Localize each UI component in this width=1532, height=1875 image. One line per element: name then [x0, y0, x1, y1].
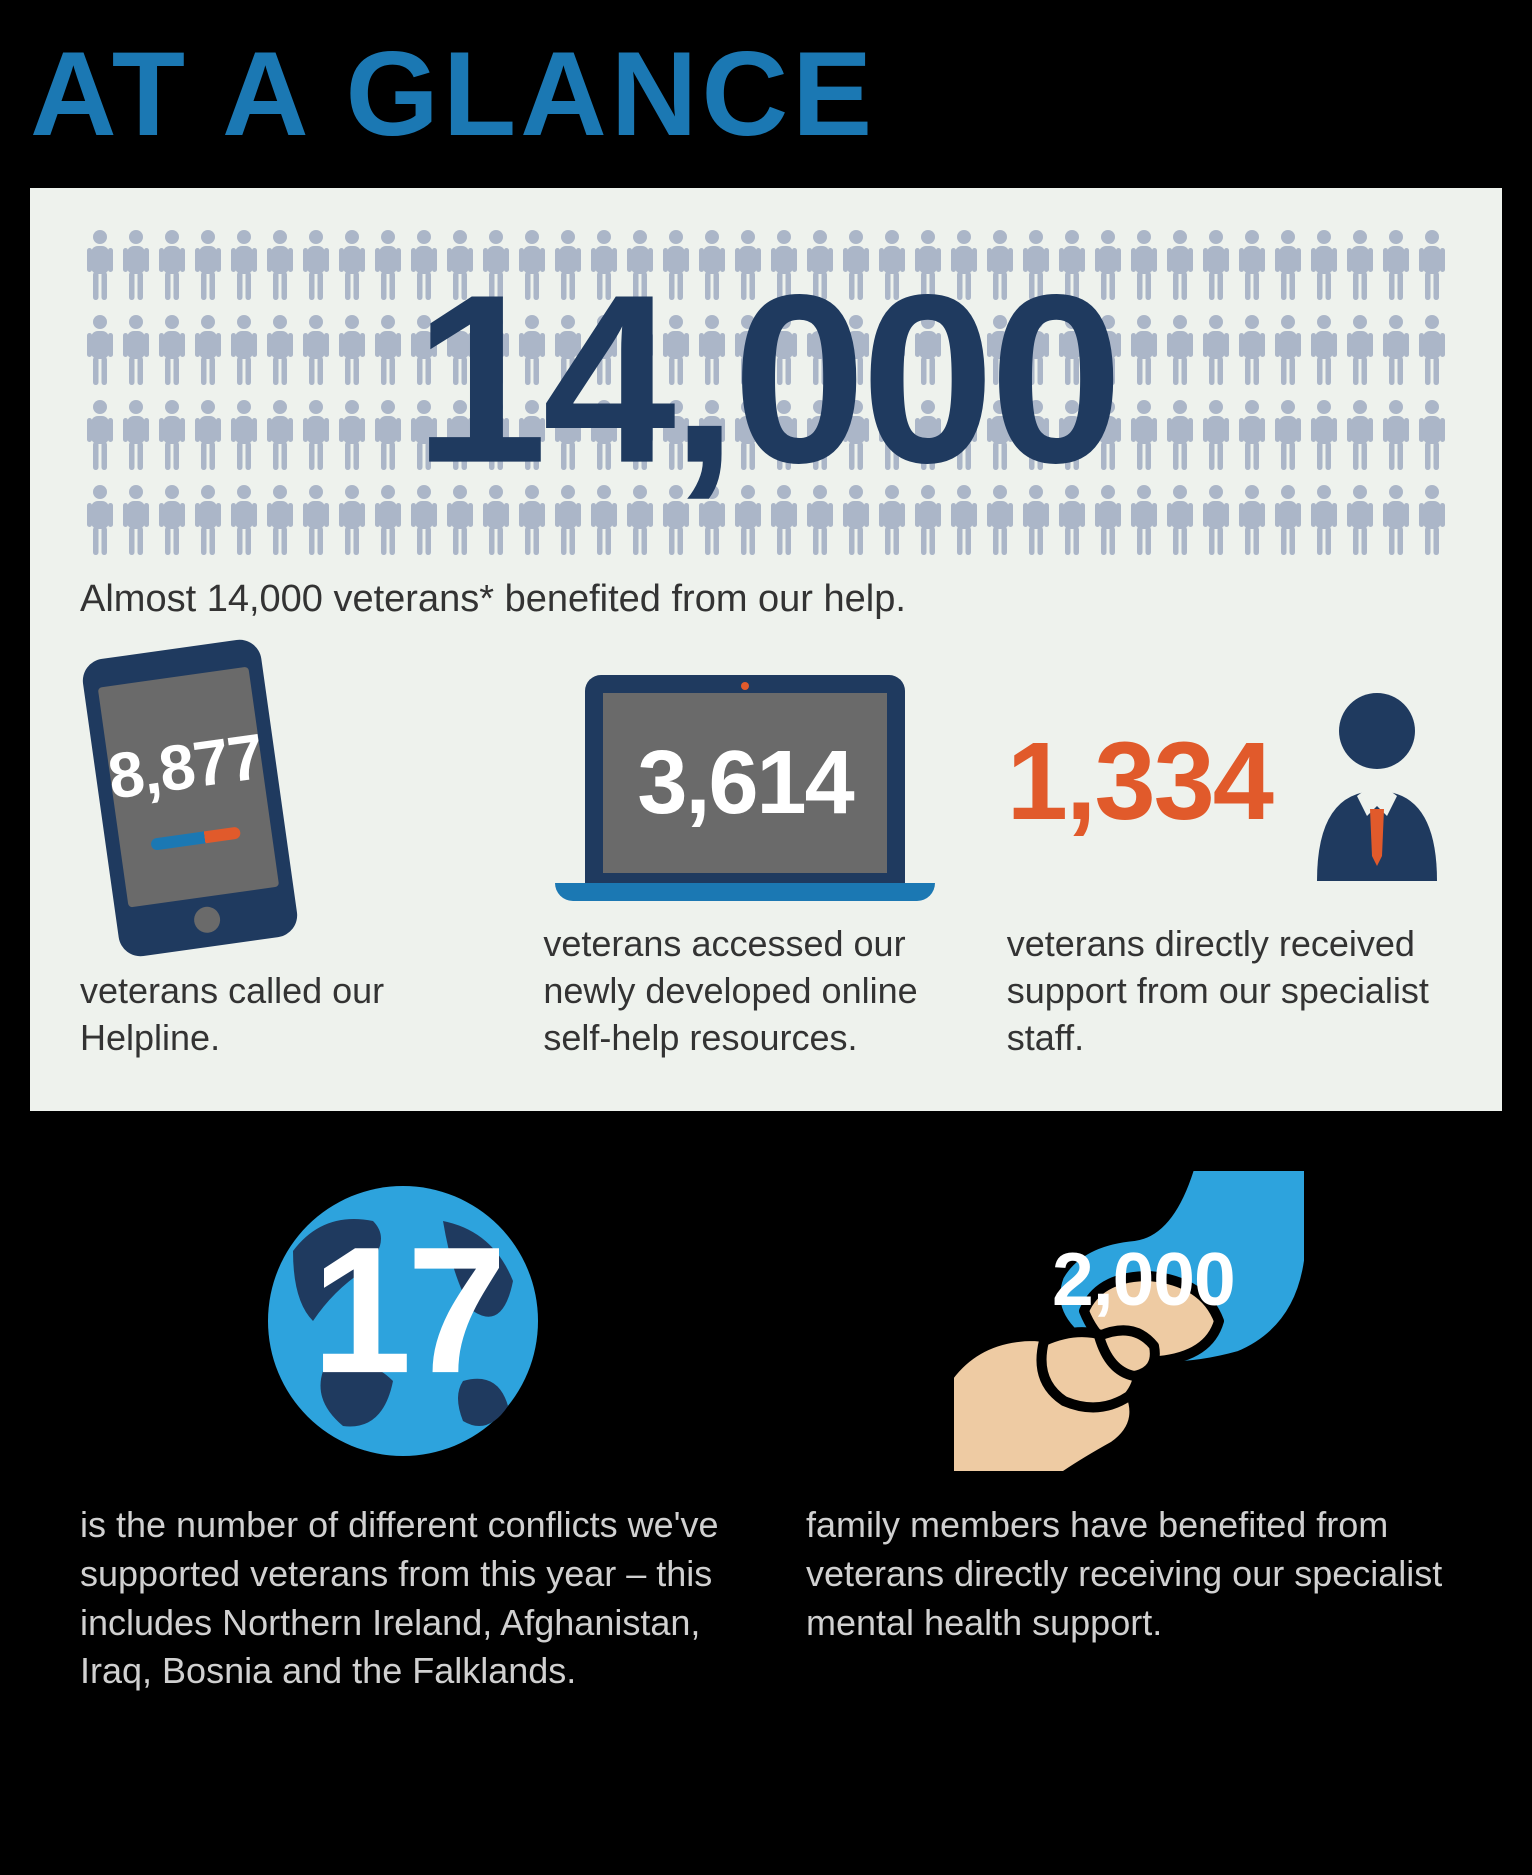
stat-specialist: 1,334 veterans directly received support…	[1007, 661, 1452, 1061]
stat-text: veterans called our Helpline.	[80, 968, 483, 1062]
bottom-text: family members have benefited from veter…	[806, 1501, 1452, 1647]
bottom-value: 2,000	[1052, 1236, 1235, 1322]
laptop-icon: 3,614	[543, 661, 946, 901]
hero-number: 14,000	[414, 259, 1118, 499]
people-pictogram: 14,000	[80, 228, 1452, 558]
person-suit-icon	[1302, 681, 1452, 881]
phone-icon: 8,877	[80, 708, 483, 948]
bottom-value: 17	[312, 1208, 502, 1415]
stat-online: 3,614 veterans accessed our newly develo…	[543, 661, 946, 1061]
stat-value: 3,614	[637, 732, 852, 835]
page-title: AT A GLANCE	[30, 40, 1502, 148]
stat-value: 1,334	[1007, 718, 1272, 845]
stat-helpline: 8,877 veterans called our Helpline.	[80, 708, 483, 1062]
bottom-families: 2,000 family members have benefited from…	[806, 1171, 1452, 1695]
hero-caption: Almost 14,000 veterans* benefited from o…	[80, 578, 1452, 621]
bottom-panel: 17 is the number of different conflicts …	[30, 1111, 1502, 1745]
hands-icon: 2,000	[806, 1171, 1452, 1471]
bottom-text: is the number of different conflicts we'…	[80, 1501, 726, 1695]
stats-row: 8,877 veterans called our Helpline. 3	[80, 661, 1452, 1061]
top-panel: 14,000 Almost 14,000 veterans* benefited…	[30, 188, 1502, 1111]
page: AT A GLANCE 14,000 Almost 14,000 veteran…	[0, 0, 1532, 1746]
stat-text: veterans directly received support from …	[1007, 921, 1452, 1061]
stat-text: veterans accessed our newly developed on…	[543, 921, 946, 1061]
bottom-conflicts: 17 is the number of different conflicts …	[80, 1171, 726, 1695]
globe-icon: 17	[80, 1171, 726, 1471]
stat-value: 8,877	[104, 719, 268, 814]
